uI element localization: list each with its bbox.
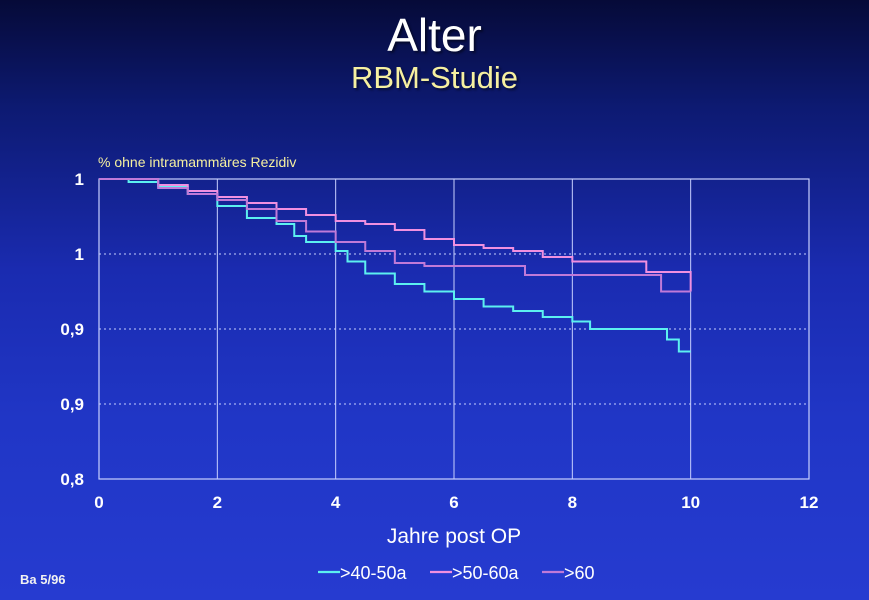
x-tick-label: 6 [449, 493, 458, 512]
y-tick-label: 0,9 [60, 395, 84, 414]
y-axis-title: % ohne intramammäres Rezidiv [98, 154, 296, 170]
slide-subtitle: RBM-Studie [350, 60, 519, 95]
x-tick-label: 10 [681, 493, 700, 512]
grid-lines [99, 179, 809, 479]
y-tick-label: 0,9 [60, 320, 84, 339]
slide-code: Ba 5/96 [20, 572, 66, 587]
y-tick-label: 0,8 [60, 470, 84, 489]
x-tick-label: 8 [568, 493, 577, 512]
y-tick-labels: 0,8 0,9 0,9 1 1 [60, 170, 84, 489]
x-tick-label: 2 [213, 493, 222, 512]
x-axis-title: Jahre post OP [387, 525, 521, 548]
legend-label: >60 [564, 563, 595, 583]
slide-title: Alter [387, 9, 482, 61]
x-tick-label: 4 [331, 493, 341, 512]
y-tick-label: 1 [75, 170, 84, 189]
legend-label: >50-60a [452, 563, 520, 583]
legend-label: >40-50a [340, 563, 408, 583]
legend: >40-50a >50-60a >60 [318, 563, 595, 583]
series-lines [99, 178, 692, 353]
y-tick-label: 1 [75, 245, 84, 264]
series-line [99, 178, 691, 293]
series-line [99, 178, 691, 353]
x-tick-label: 12 [800, 493, 819, 512]
plot-area [98, 178, 810, 480]
x-tick-label: 0 [94, 493, 103, 512]
series-line [99, 178, 692, 292]
x-tick-labels: 0 2 4 6 8 10 12 [94, 493, 818, 512]
